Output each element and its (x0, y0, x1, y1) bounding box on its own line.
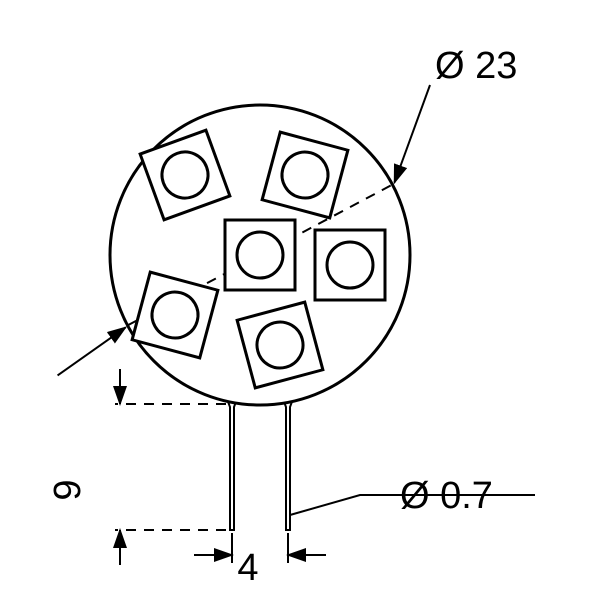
dim-label-pin_spacing: 4 (237, 547, 258, 589)
dim-arrow-disc-bottom (58, 327, 126, 375)
dim-label-pin_length: 9 (47, 479, 89, 500)
dim-label-disc_diameter: Ø 23 (435, 45, 517, 87)
pin-right (283, 399, 293, 530)
led-chip (315, 230, 385, 300)
dim-arrow-disc-top (394, 85, 430, 183)
dim-label-pin_diameter: Ø 0.7 (400, 475, 493, 517)
led-chip (225, 220, 295, 290)
pin-left (227, 399, 237, 530)
